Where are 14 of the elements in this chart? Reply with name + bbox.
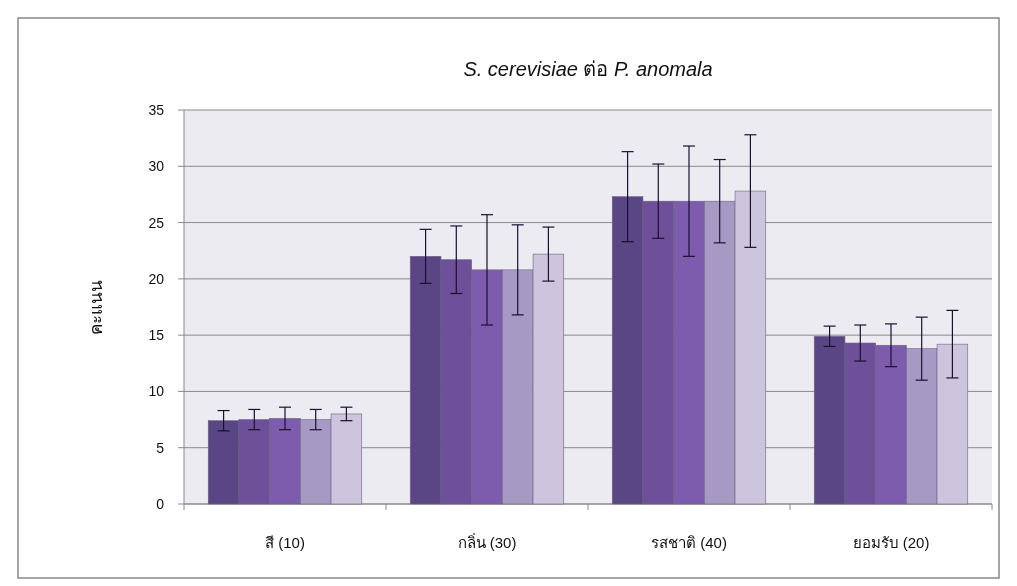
y-tick-label: 25 xyxy=(148,214,165,231)
y-tick-label: 15 xyxy=(148,327,165,344)
x-tick-label: สี (10) xyxy=(265,534,305,551)
y-axis-title: คะแนน xyxy=(87,279,106,335)
chart-title: S. cerevisiae ต่อ P. anomala xyxy=(463,58,713,80)
y-tick-label: 5 xyxy=(156,439,165,456)
x-tick-label: กลิ่น (30) xyxy=(457,532,517,551)
y-tick-label: 30 xyxy=(148,158,165,175)
x-tick-label: รสชาติ (40) xyxy=(651,534,727,551)
y-tick-label: 10 xyxy=(148,383,165,400)
x-tick-label: ยอมรับ (20) xyxy=(852,534,930,551)
y-tick-label: 35 xyxy=(148,102,165,118)
y-tick-label: 0 xyxy=(156,496,165,512)
y-tick-label: 20 xyxy=(148,270,165,287)
